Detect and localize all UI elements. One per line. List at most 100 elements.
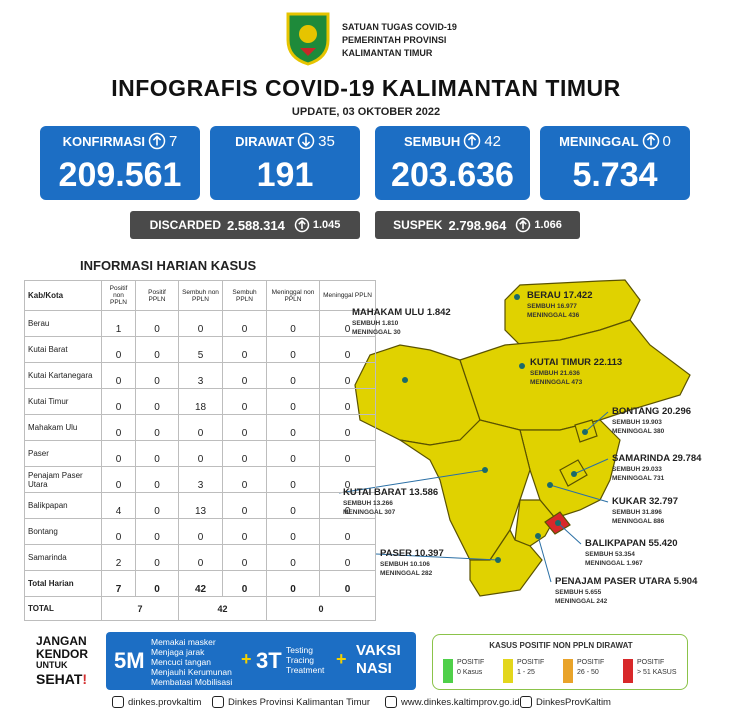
cell-value: 0 bbox=[101, 362, 136, 389]
region-name: KUTAI TIMUR 22.113 bbox=[530, 357, 623, 368]
trend-icon bbox=[297, 132, 315, 150]
social-icon bbox=[385, 696, 397, 708]
vaksin-line: VAKSI bbox=[356, 642, 401, 659]
m5-item: Mencuci tangan bbox=[151, 657, 212, 667]
total-row: TOTAL 7 42 0 bbox=[24, 596, 376, 621]
region-name: KUTAI BARAT 13.586 bbox=[343, 487, 439, 498]
cell-value: 0 bbox=[135, 310, 179, 337]
legend-swatch bbox=[563, 659, 573, 683]
region-sembuh: SEMBUH 53.354 bbox=[585, 551, 635, 558]
region-dot bbox=[482, 467, 488, 473]
region-meninggal: MENINGGAL 30 bbox=[352, 329, 401, 336]
cell-region: Penajam Paser Utara bbox=[24, 466, 102, 493]
cell-value: 0 bbox=[135, 518, 179, 545]
cell-value: 0 bbox=[135, 492, 179, 519]
social-icon bbox=[212, 696, 224, 708]
legend-text: POSITIF bbox=[637, 659, 665, 666]
stat-label: SEMBUH bbox=[403, 133, 461, 149]
total-value: 7 bbox=[101, 596, 179, 621]
region-meninggal: MENINGGAL 886 bbox=[612, 518, 665, 525]
cell-region: Samarinda bbox=[24, 544, 102, 571]
t3-item: Treatment bbox=[286, 665, 325, 675]
column-header: Meninggal PPLN bbox=[319, 280, 376, 311]
cell-value: 5 bbox=[178, 336, 223, 363]
region-dot bbox=[547, 482, 553, 488]
table-row: Balikpapan 4 0 13 0 0 0 bbox=[24, 492, 376, 519]
cell-value: 0 bbox=[135, 544, 179, 571]
cell-region: Berau bbox=[24, 310, 102, 337]
cell-value: 0 bbox=[222, 544, 267, 571]
table-row: Samarinda 2 0 0 0 0 0 bbox=[24, 544, 376, 571]
secondary-pill: DISCARDED 2.588.314 1.045 bbox=[130, 211, 360, 239]
cell-value: 0 bbox=[319, 570, 376, 597]
cell-value: 0 bbox=[222, 336, 267, 363]
cell-value: 0 bbox=[266, 518, 320, 545]
trend-arrow bbox=[298, 219, 306, 229]
region-meninggal: MENINGGAL 242 bbox=[555, 598, 608, 605]
stat-card: MENINGGAL 0 5.734 bbox=[540, 126, 690, 200]
cell-value: 0 bbox=[266, 466, 320, 493]
region-sembuh: SEMBUH 21.636 bbox=[530, 370, 580, 377]
trend-circle bbox=[148, 132, 166, 150]
cell-value: 0 bbox=[222, 492, 267, 519]
stat-label: DIRAWAT bbox=[235, 133, 295, 149]
logo-ribbon bbox=[300, 48, 316, 56]
region-dot bbox=[514, 294, 520, 300]
column-header: Meninggal non PPLN bbox=[266, 280, 320, 311]
table-row: Berau 1 0 0 0 0 0 bbox=[24, 310, 376, 337]
m5-item: Membatasi Mobilisasi bbox=[151, 677, 233, 687]
cell-value: 1 bbox=[101, 310, 136, 337]
legend-text: POSITIF bbox=[577, 659, 605, 666]
cell-value: 0 bbox=[319, 518, 376, 545]
legend-swatch bbox=[443, 659, 453, 683]
trend-arrow bbox=[468, 135, 477, 146]
legend-text: POSITIF bbox=[457, 659, 485, 666]
cell-value: 0 bbox=[319, 544, 376, 571]
social-icon bbox=[112, 696, 124, 708]
region-sembuh: SEMBUH 1.810 bbox=[352, 320, 399, 327]
cell-value: 0 bbox=[222, 466, 267, 493]
secondary-total: 2.588.314 bbox=[226, 217, 285, 233]
vaksin-line: NASI bbox=[356, 660, 392, 677]
subtitle: UPDATE, 03 OKTOBER 2022 bbox=[291, 106, 441, 118]
secondary-label: DISCARDED bbox=[149, 218, 221, 232]
region-meninggal: MENINGGAL 473 bbox=[530, 379, 583, 386]
table-row: Penajam Paser Utara 0 0 3 0 0 0 bbox=[24, 466, 376, 493]
trend-icon bbox=[642, 132, 659, 150]
plus: + bbox=[241, 649, 252, 669]
social-icon bbox=[520, 696, 532, 708]
stat-header: MENINGGAL 0 bbox=[540, 132, 690, 150]
t3-item: Testing bbox=[286, 645, 313, 655]
table-row: Kutai Timur 0 0 18 0 0 0 bbox=[24, 388, 376, 415]
trend-circle bbox=[297, 132, 315, 150]
legend-text: 1 - 25 bbox=[517, 669, 535, 676]
cell-value: 0 bbox=[101, 388, 136, 415]
stat-total: 209.561 bbox=[58, 156, 182, 194]
m5-item: Menjaga jarak bbox=[151, 647, 205, 657]
cell-value: 4 bbox=[101, 492, 136, 519]
leader-line bbox=[573, 458, 609, 475]
cell-value: 0 bbox=[266, 336, 320, 363]
title: INFOGRAFIS COVID-19 KALIMANTAN TIMUR bbox=[111, 75, 621, 101]
trend-icon bbox=[464, 132, 481, 150]
leader-line bbox=[557, 522, 582, 545]
map-region bbox=[504, 279, 641, 346]
slogan-line: SEHAT! bbox=[36, 671, 87, 687]
org-line: SATUAN TUGAS COVID-19 bbox=[342, 22, 457, 32]
region-name: PASER 10.397 bbox=[380, 548, 444, 559]
org-line: PEMERINTAH PROVINSI bbox=[342, 35, 447, 45]
org-line: KALIMANTAN TIMUR bbox=[342, 48, 433, 58]
cell-value: 0 bbox=[266, 544, 320, 571]
region-sembuh: SEMBUH 13.266 bbox=[343, 500, 393, 507]
cell-value: 0 bbox=[319, 362, 376, 389]
table-title: INFORMASI HARIAN KASUS bbox=[80, 258, 257, 273]
cell-value: 0 bbox=[178, 544, 223, 571]
cell-value: 0 bbox=[178, 414, 223, 441]
logo-emblem bbox=[299, 25, 317, 43]
slogan-line: KENDOR bbox=[36, 647, 89, 661]
stat-header: SEMBUH 42 bbox=[375, 132, 530, 150]
stat-header: KONFIRMASI 7 bbox=[40, 132, 200, 150]
cell-value: 0 bbox=[222, 570, 267, 597]
cell-value: 0 bbox=[101, 466, 136, 493]
leader-line bbox=[537, 535, 552, 583]
